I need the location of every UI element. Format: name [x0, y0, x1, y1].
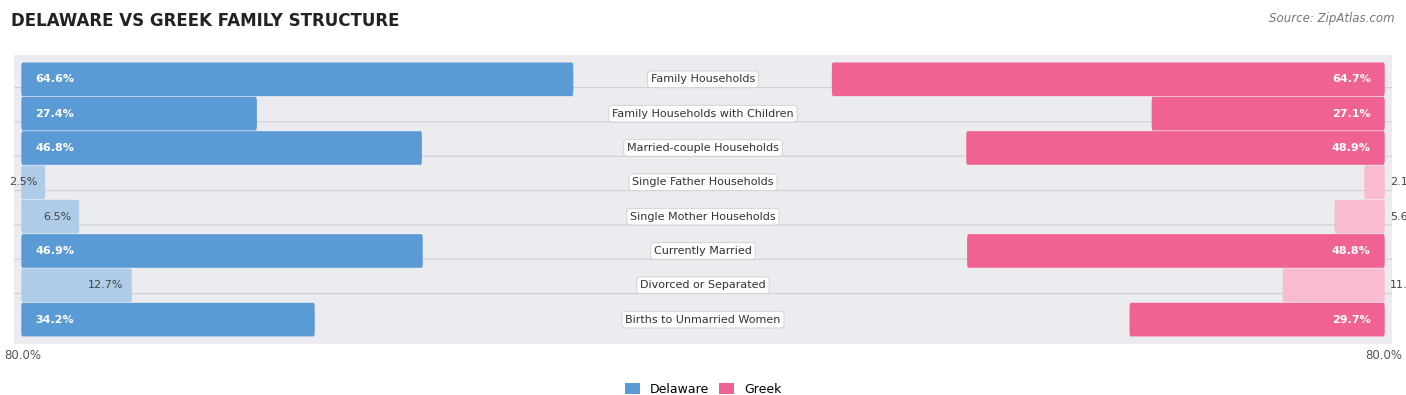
Text: Family Households with Children: Family Households with Children: [612, 109, 794, 118]
FancyBboxPatch shape: [21, 269, 132, 302]
FancyBboxPatch shape: [11, 190, 1395, 243]
Text: 29.7%: 29.7%: [1331, 315, 1371, 325]
Text: Single Mother Households: Single Mother Households: [630, 212, 776, 222]
FancyBboxPatch shape: [11, 88, 1395, 140]
Text: 2.5%: 2.5%: [8, 177, 37, 187]
Text: Currently Married: Currently Married: [654, 246, 752, 256]
FancyBboxPatch shape: [21, 62, 574, 96]
FancyBboxPatch shape: [1129, 303, 1385, 337]
FancyBboxPatch shape: [21, 131, 422, 165]
Text: Source: ZipAtlas.com: Source: ZipAtlas.com: [1270, 12, 1395, 25]
Text: DELAWARE VS GREEK FAMILY STRUCTURE: DELAWARE VS GREEK FAMILY STRUCTURE: [11, 12, 399, 30]
Legend: Delaware, Greek: Delaware, Greek: [620, 378, 786, 395]
Text: 2.1%: 2.1%: [1391, 177, 1406, 187]
FancyBboxPatch shape: [21, 303, 315, 337]
FancyBboxPatch shape: [11, 259, 1395, 311]
FancyBboxPatch shape: [1282, 269, 1385, 302]
FancyBboxPatch shape: [11, 53, 1395, 105]
FancyBboxPatch shape: [21, 234, 423, 268]
Text: 48.9%: 48.9%: [1331, 143, 1371, 153]
FancyBboxPatch shape: [1152, 97, 1385, 130]
Text: 6.5%: 6.5%: [42, 212, 72, 222]
FancyBboxPatch shape: [21, 166, 45, 199]
Text: Married-couple Households: Married-couple Households: [627, 143, 779, 153]
FancyBboxPatch shape: [1364, 166, 1385, 199]
FancyBboxPatch shape: [966, 131, 1385, 165]
Text: 64.6%: 64.6%: [35, 74, 75, 84]
Text: 5.6%: 5.6%: [1391, 212, 1406, 222]
FancyBboxPatch shape: [21, 200, 79, 233]
Text: Single Father Households: Single Father Households: [633, 177, 773, 187]
FancyBboxPatch shape: [832, 62, 1385, 96]
FancyBboxPatch shape: [11, 293, 1395, 346]
Text: 34.2%: 34.2%: [35, 315, 75, 325]
FancyBboxPatch shape: [967, 234, 1385, 268]
FancyBboxPatch shape: [11, 122, 1395, 174]
Text: Births to Unmarried Women: Births to Unmarried Women: [626, 315, 780, 325]
Text: 46.9%: 46.9%: [35, 246, 75, 256]
Text: 27.1%: 27.1%: [1331, 109, 1371, 118]
Text: 12.7%: 12.7%: [89, 280, 124, 290]
Text: 46.8%: 46.8%: [35, 143, 75, 153]
Text: 11.7%: 11.7%: [1391, 280, 1406, 290]
FancyBboxPatch shape: [11, 225, 1395, 277]
Text: 27.4%: 27.4%: [35, 109, 75, 118]
Text: Divorced or Separated: Divorced or Separated: [640, 280, 766, 290]
Text: 64.7%: 64.7%: [1331, 74, 1371, 84]
FancyBboxPatch shape: [1334, 200, 1385, 233]
Text: 48.8%: 48.8%: [1331, 246, 1371, 256]
FancyBboxPatch shape: [11, 156, 1395, 209]
FancyBboxPatch shape: [21, 97, 257, 130]
Text: Family Households: Family Households: [651, 74, 755, 84]
